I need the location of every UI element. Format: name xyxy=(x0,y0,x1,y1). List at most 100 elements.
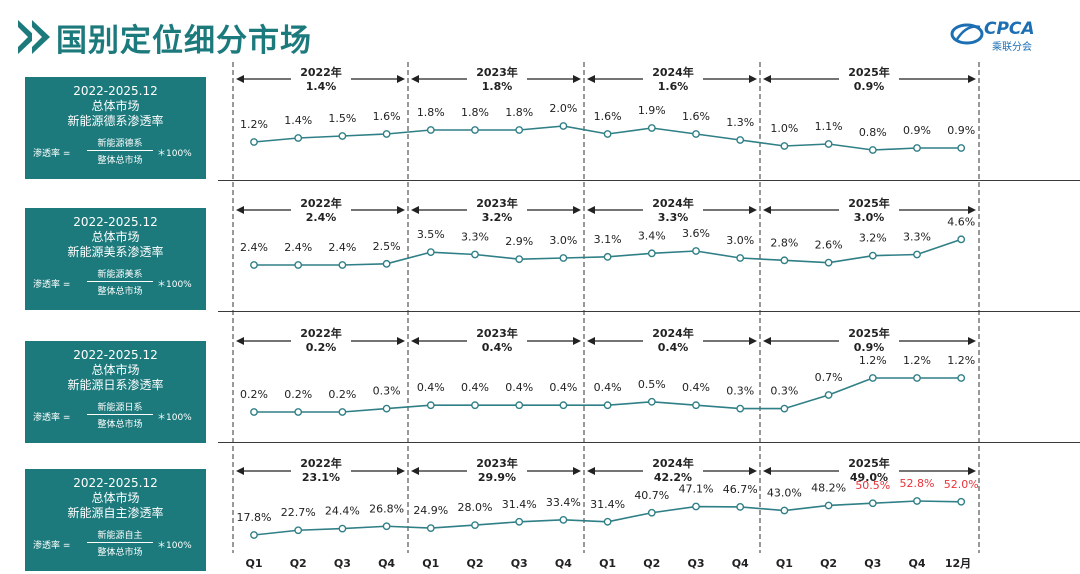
data-label: 0.9% xyxy=(903,124,931,137)
arrow-head-right-icon xyxy=(573,75,581,83)
year-label: 2022年 xyxy=(300,326,342,340)
data-point xyxy=(647,397,656,406)
data-label: 48.2% xyxy=(811,481,846,494)
data-label: 50.5% xyxy=(855,479,890,492)
series-line xyxy=(253,125,962,151)
data-label: 1.6% xyxy=(682,110,710,123)
formula-denominator: 整体总市场 xyxy=(97,156,143,166)
data-point xyxy=(647,508,656,517)
panel-3-date-range: 2022-2025.12 xyxy=(73,348,158,362)
arrow-head-right-icon xyxy=(573,206,581,214)
data-point xyxy=(338,524,347,533)
data-label: 24.4% xyxy=(325,505,360,518)
data-point xyxy=(471,401,479,410)
data-point xyxy=(692,130,700,138)
data-point xyxy=(736,404,745,413)
panel-2-date-range: 2022-2025.12 xyxy=(73,215,158,229)
formula-denominator: 整体总市场 xyxy=(97,548,143,558)
data-point xyxy=(736,503,745,511)
data-label: 2.4% xyxy=(240,241,268,254)
formula-numerator: 新能源日系 xyxy=(97,403,143,413)
data-point xyxy=(515,401,524,410)
data-point xyxy=(736,254,745,262)
x-tick-label: Q4 xyxy=(908,557,925,570)
year-average-value: 1.4% xyxy=(306,80,337,93)
data-label: 0.5% xyxy=(638,378,666,391)
panel-divider xyxy=(218,442,1080,443)
data-point xyxy=(559,401,568,410)
data-point xyxy=(780,404,789,413)
data-label: 0.4% xyxy=(549,381,577,394)
cpca-logo: CPCA 乘联分会 xyxy=(950,19,1035,53)
data-label: 3.0% xyxy=(549,234,577,247)
arrow-head-left-icon xyxy=(236,206,244,214)
data-label: 17.8% xyxy=(237,511,272,524)
year-label: 2025年 xyxy=(848,196,890,210)
data-point xyxy=(603,401,612,410)
arrow-head-left-icon xyxy=(587,206,595,214)
data-point xyxy=(294,526,303,535)
data-label: 1.6% xyxy=(373,110,401,123)
data-point xyxy=(692,502,700,511)
arrow-head-left-icon xyxy=(763,206,771,214)
arrow-head-left-icon xyxy=(411,467,419,475)
year-average-value: 42.2% xyxy=(654,471,692,484)
arrow-head-right-icon xyxy=(397,467,405,475)
formula-numerator: 新能源德系 xyxy=(97,139,143,149)
x-tick-label: 12月 xyxy=(945,557,971,570)
data-point xyxy=(868,251,877,260)
data-label: 1.1% xyxy=(815,120,843,133)
year-average-value: 0.2% xyxy=(306,341,337,354)
data-label: 2.4% xyxy=(284,241,312,254)
x-tick-label: Q1 xyxy=(422,557,439,570)
arrow-head-left-icon xyxy=(587,75,595,83)
data-label: 2.6% xyxy=(815,239,843,252)
data-label: 3.3% xyxy=(903,231,931,244)
data-point xyxy=(868,146,877,154)
panel-3-formula: 渗透率 = 新能源日系 整体总市场 ＊100% xyxy=(31,399,203,435)
arrow-head-right-icon xyxy=(397,337,405,345)
x-tick-label: Q2 xyxy=(466,557,483,570)
arrow-head-right-icon xyxy=(749,467,757,475)
year-average-value: 0.4% xyxy=(658,341,689,354)
data-label: 0.3% xyxy=(726,385,754,398)
data-label: 28.0% xyxy=(458,501,493,514)
data-point xyxy=(868,499,877,508)
arrow-head-right-icon xyxy=(749,206,757,214)
data-point xyxy=(780,506,789,515)
x-tick-label: Q1 xyxy=(245,557,262,570)
data-point xyxy=(250,408,258,416)
data-label: 22.7% xyxy=(281,506,316,519)
panel-2-label-box: 2022-2025.12 总体市场 新能源美系渗透率 渗透率 = 新能源美系 整… xyxy=(25,208,206,310)
panel-4-date-range: 2022-2025.12 xyxy=(73,476,158,490)
formula-numerator: 新能源美系 xyxy=(97,270,143,280)
arrow-head-right-icon xyxy=(397,206,405,214)
data-label: 2.0% xyxy=(549,102,577,115)
logo-text: CPCA xyxy=(984,19,1035,39)
year-average-value: 49.0% xyxy=(850,471,888,484)
data-label: 0.7% xyxy=(815,371,843,384)
year-label: 2023年 xyxy=(476,326,518,340)
data-label: 3.4% xyxy=(638,229,666,242)
year-average-value: 3.3% xyxy=(658,211,689,224)
data-point xyxy=(780,256,789,265)
x-tick-label: Q3 xyxy=(511,557,528,570)
arrow-head-left-icon xyxy=(763,467,771,475)
x-tick-label: Q2 xyxy=(643,557,660,570)
data-point xyxy=(250,138,258,146)
panel-1-formula: 渗透率 = 新能源德系 整体总市场 ＊100% xyxy=(31,135,203,171)
year-label: 2025年 xyxy=(848,65,890,79)
data-point xyxy=(647,124,656,132)
arrow-head-left-icon xyxy=(411,337,419,345)
year-label: 2024年 xyxy=(652,326,694,340)
formula-multiplier: ＊100% xyxy=(157,413,192,423)
panel-1-date-range: 2022-2025.12 xyxy=(73,84,158,98)
year-label: 2024年 xyxy=(652,196,694,210)
data-point xyxy=(471,126,479,134)
year-average-value: 29.9% xyxy=(478,471,516,484)
panel-1-market: 总体市场 xyxy=(91,99,140,113)
data-label: 0.4% xyxy=(505,381,533,394)
data-label: 2.8% xyxy=(770,236,798,249)
arrow-head-right-icon xyxy=(968,206,976,214)
data-label: 2.4% xyxy=(328,241,356,254)
